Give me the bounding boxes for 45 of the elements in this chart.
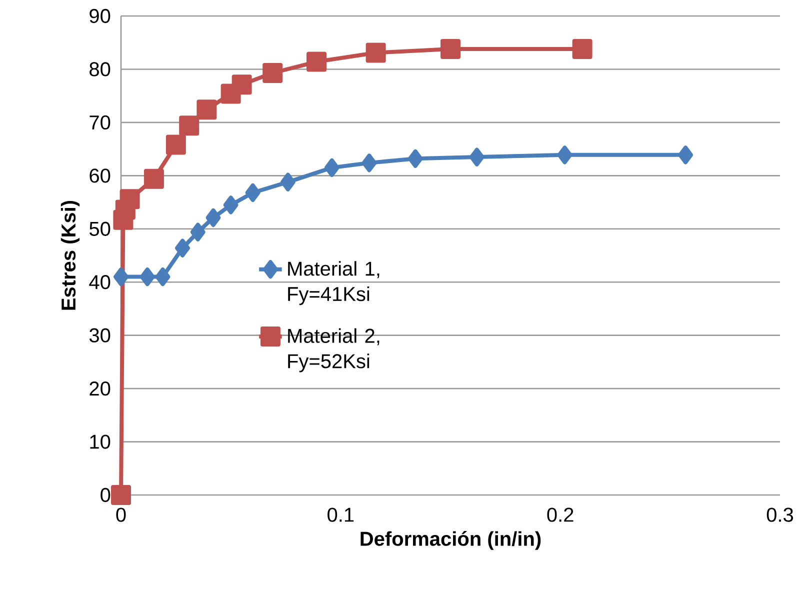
- y-tick-label: 90: [90, 8, 110, 24]
- y-tick-label: 70: [90, 115, 110, 130]
- y-tick-label: 10: [90, 434, 110, 449]
- point: [166, 134, 186, 155]
- point: [155, 267, 170, 286]
- legend-label: Material 1, Fy=41Ksi: [288, 261, 380, 306]
- y-tick-label: 0: [100, 488, 110, 502]
- x-tick-label: 0: [116, 508, 126, 522]
- y-tick-label: 80: [90, 62, 110, 76]
- point: [175, 238, 190, 258]
- point: [469, 148, 484, 166]
- point: [111, 484, 132, 505]
- point: [245, 183, 260, 202]
- point: [324, 158, 340, 178]
- y-tick-label: 20: [90, 381, 110, 396]
- y-tick-label: 30: [89, 328, 110, 342]
- point: [557, 146, 572, 164]
- point: [280, 172, 296, 192]
- y-tick-label: 40: [89, 275, 110, 290]
- x-axis-title: Deformación (in/in): [360, 531, 541, 550]
- legend-label: Material 2, Fy=52Ksi: [288, 328, 380, 372]
- point: [223, 196, 238, 214]
- point: [678, 146, 694, 164]
- x-tick-label: 0.3: [766, 508, 794, 522]
- y-tick-label: 50: [90, 222, 110, 236]
- point: [306, 52, 327, 72]
- point: [408, 149, 423, 168]
- point: [366, 42, 386, 63]
- y-tick-label: 60: [90, 168, 110, 183]
- point: [232, 74, 252, 95]
- point: [262, 62, 283, 83]
- x-tick-label: 0.2: [547, 508, 574, 522]
- point: [362, 154, 377, 172]
- point: [114, 267, 129, 286]
- point: [190, 222, 206, 242]
- point: [206, 208, 221, 228]
- point: [120, 189, 140, 210]
- x-tick-label: 0.1: [328, 508, 354, 522]
- point: [196, 100, 217, 120]
- point: [144, 168, 164, 189]
- point: [572, 39, 592, 60]
- point: [440, 39, 461, 60]
- y-axis-title: Estres (Ksi): [60, 200, 80, 310]
- point: [140, 267, 155, 286]
- point: [179, 116, 200, 136]
